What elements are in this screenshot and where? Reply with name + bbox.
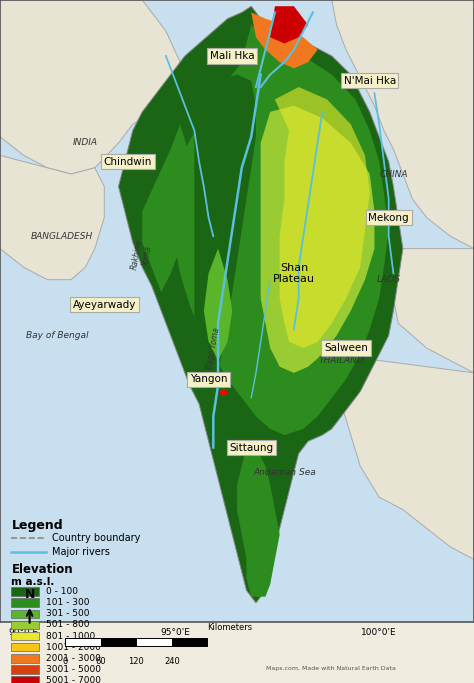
Text: Elevation: Elevation xyxy=(11,563,73,576)
Text: 90°0'E: 90°0'E xyxy=(9,628,39,637)
Text: Rakhine
Yoma: Rakhine Yoma xyxy=(130,238,155,272)
Text: Salween: Salween xyxy=(324,343,368,353)
Text: Country boundary: Country boundary xyxy=(52,533,141,543)
Bar xyxy=(11,654,39,663)
Polygon shape xyxy=(246,535,270,597)
Text: Mali Hka: Mali Hka xyxy=(210,51,255,61)
Text: Chindwin: Chindwin xyxy=(104,156,152,167)
Polygon shape xyxy=(275,87,370,348)
Text: 240: 240 xyxy=(164,657,180,666)
Text: INDIA: INDIA xyxy=(73,139,98,148)
Bar xyxy=(65,638,101,646)
Text: 1001 - 2000: 1001 - 2000 xyxy=(46,643,100,652)
Text: Mekong: Mekong xyxy=(368,212,409,223)
Text: 301 - 500: 301 - 500 xyxy=(46,609,89,618)
Bar xyxy=(172,638,208,646)
Bar xyxy=(11,665,39,673)
Text: 95°0'E: 95°0'E xyxy=(160,628,191,637)
Text: 2001 - 3000: 2001 - 3000 xyxy=(46,654,100,663)
Text: 101 - 300: 101 - 300 xyxy=(46,598,89,607)
Polygon shape xyxy=(270,6,308,44)
Text: 801 - 1000: 801 - 1000 xyxy=(46,632,95,641)
Polygon shape xyxy=(337,354,474,559)
Text: THAILAND: THAILAND xyxy=(319,356,364,365)
Text: Kilometers: Kilometers xyxy=(207,624,253,632)
Text: 60: 60 xyxy=(95,657,106,666)
Text: Sittaung: Sittaung xyxy=(229,443,273,453)
Bar xyxy=(137,638,172,646)
Text: 0: 0 xyxy=(63,657,68,666)
Bar xyxy=(11,587,39,596)
Bar xyxy=(11,676,39,683)
Polygon shape xyxy=(171,25,389,435)
Polygon shape xyxy=(0,156,104,280)
Polygon shape xyxy=(261,106,374,373)
Polygon shape xyxy=(389,249,474,373)
Text: Andaman Sea: Andaman Sea xyxy=(253,468,316,477)
Bar xyxy=(11,632,39,641)
Text: 100°0'E: 100°0'E xyxy=(361,628,397,637)
Polygon shape xyxy=(332,0,474,249)
Polygon shape xyxy=(0,0,180,174)
Text: 0 - 100: 0 - 100 xyxy=(46,587,78,596)
Text: 5001 - 7000: 5001 - 7000 xyxy=(46,676,100,683)
Polygon shape xyxy=(194,74,256,385)
Text: 120: 120 xyxy=(128,657,144,666)
Text: N'Mai Hka: N'Mai Hka xyxy=(344,76,396,86)
Polygon shape xyxy=(204,249,232,361)
Bar xyxy=(11,609,39,618)
Text: CHINA: CHINA xyxy=(379,169,408,178)
Text: LAOS: LAOS xyxy=(377,275,401,284)
Bar xyxy=(101,638,137,646)
Bar xyxy=(11,643,39,652)
Text: Shan
Plateau: Shan Plateau xyxy=(273,263,315,284)
Text: 3001 - 5000: 3001 - 5000 xyxy=(46,665,100,674)
Text: 501 - 800: 501 - 800 xyxy=(46,620,89,630)
Text: Bago Yoma: Bago Yoma xyxy=(205,326,221,370)
Text: Ayeyarwady: Ayeyarwady xyxy=(73,300,136,309)
Text: Maps.com, Made with Natural Earth Data: Maps.com, Made with Natural Earth Data xyxy=(266,666,396,671)
Text: Major rivers: Major rivers xyxy=(52,546,110,557)
Text: m a.s.l.: m a.s.l. xyxy=(11,577,55,587)
Bar xyxy=(11,621,39,629)
Text: Bay of Bengal: Bay of Bengal xyxy=(26,331,88,340)
Text: Legend: Legend xyxy=(11,519,63,532)
Polygon shape xyxy=(118,6,403,603)
Text: N: N xyxy=(25,588,35,601)
Polygon shape xyxy=(251,12,318,68)
Text: BANGLADESH: BANGLADESH xyxy=(30,232,93,240)
Polygon shape xyxy=(142,124,194,292)
Bar xyxy=(11,598,39,607)
Text: Yangon: Yangon xyxy=(190,374,228,384)
Polygon shape xyxy=(237,447,280,597)
